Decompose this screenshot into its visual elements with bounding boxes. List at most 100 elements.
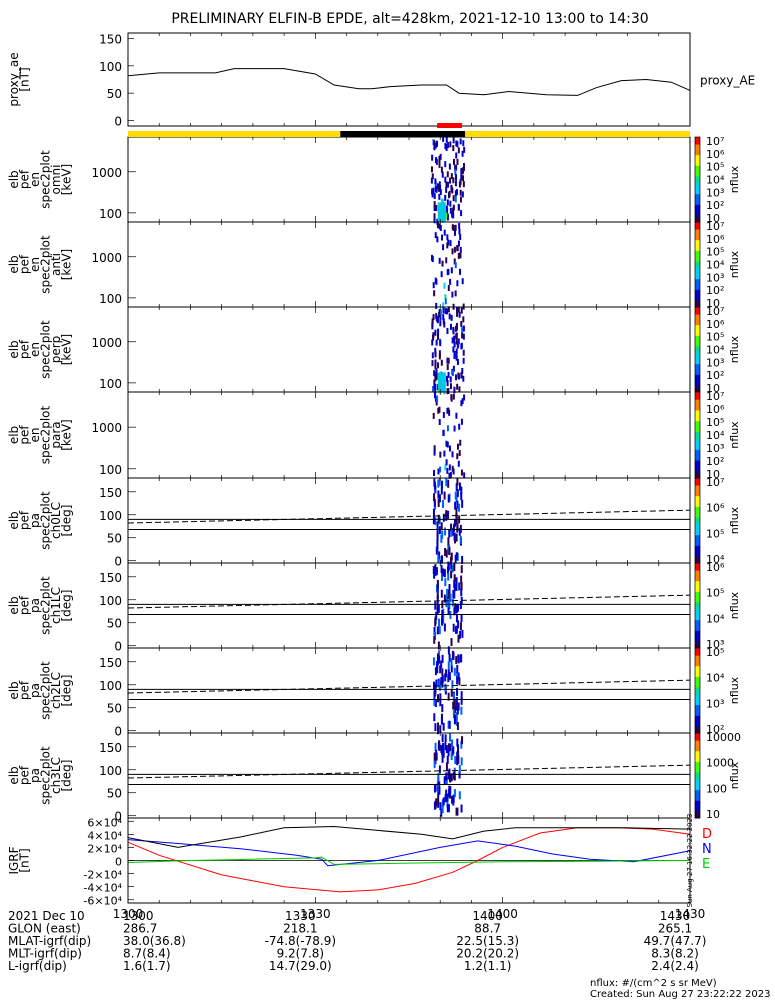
colorbar-cell: [695, 338, 700, 343]
flux-pixel: [456, 306, 459, 313]
flux-pixel: [448, 584, 451, 593]
flux-pixel: [446, 793, 449, 802]
flux-pixel: [452, 158, 455, 165]
flux-pixel: [453, 532, 456, 541]
flux-pixel: [456, 141, 459, 148]
ephemeris-value: 218.1: [283, 922, 317, 936]
flux-pixel: [455, 354, 458, 361]
proxy-ae-line: [127, 68, 691, 96]
flux-pixel: [461, 332, 464, 339]
flux-pixel: [454, 174, 457, 181]
flux-pixel: [439, 309, 442, 316]
flux-pixel: [443, 594, 446, 603]
flux-pixel: [459, 189, 462, 196]
flux-pixel: [433, 449, 436, 456]
flux-pixel: [457, 756, 460, 765]
colorbar-cell: [695, 757, 700, 762]
y-tick-label: 150: [99, 32, 122, 46]
colorbar-tick: 10⁴: [706, 344, 725, 357]
ephemeris-value: -74.8(-78.9): [265, 934, 336, 948]
colorbar-cell: [695, 395, 700, 400]
colorbar-cell: [695, 399, 700, 404]
flux-pixel: [440, 565, 443, 574]
flux-pixel: [449, 278, 452, 285]
colorbar-cell: [695, 548, 700, 553]
colorbar-cell: [695, 626, 700, 631]
flux-pixel: [435, 368, 438, 375]
flux-pixel: [443, 229, 446, 236]
colorbar-cell: [695, 307, 700, 312]
y-tick-label: 100: [99, 594, 122, 608]
flux-pixel: [438, 655, 441, 664]
colorbar-cell: [695, 328, 700, 333]
flux-pixel: [435, 546, 438, 555]
flux-pixel: [457, 252, 460, 259]
flux-pixel: [431, 321, 434, 328]
colorbar-cell: [695, 499, 700, 504]
colorbar-tick: 10⁶: [706, 148, 725, 161]
flux-pixel: [433, 481, 436, 490]
colorbar-cell: [695, 644, 700, 649]
flux-pixel: [444, 742, 447, 751]
flux-pixel: [460, 740, 463, 749]
flux-pixel: [463, 472, 466, 479]
y-tick-label: -4×10⁴: [83, 882, 122, 895]
colorbar-cell: [695, 197, 700, 202]
flux-pixel: [434, 784, 437, 793]
colorbar-cell: [695, 598, 700, 603]
flux-pixel: [460, 486, 463, 495]
colorbar-cell: [695, 683, 700, 688]
flux-pixel: [458, 222, 461, 229]
colorbar-cell: [695, 435, 700, 440]
colorbar-cell: [695, 531, 700, 536]
flux-pixel: [454, 262, 457, 269]
x-tick-label: 1400: [487, 907, 518, 921]
colorbar-cell: [695, 704, 700, 709]
flux-pixel: [460, 588, 463, 597]
flux-pixel: [462, 357, 465, 364]
flux-pixel: [441, 747, 444, 756]
ylabel-ch3LC-line: pef: [18, 765, 32, 785]
y-tick-label: 0: [114, 555, 122, 569]
flux-pixel: [437, 796, 440, 805]
flux-pixel: [438, 350, 441, 357]
flux-pixel: [441, 704, 444, 713]
colorbar-cell: [695, 640, 700, 645]
flux-pixel: [434, 517, 437, 526]
ylabel-ch3LC-line: ch3LC: [49, 757, 63, 794]
flux-pixel: [447, 544, 450, 553]
flux-pixel: [435, 278, 438, 285]
flux-pixel: [443, 321, 446, 328]
flux-pixel: [447, 661, 450, 670]
ylabel-ch1LC-line: spec2plot: [39, 576, 53, 635]
flux-pixel: [441, 260, 444, 267]
flux-pixel: [445, 789, 448, 798]
flux-pixel: [438, 257, 441, 264]
ephemeris-value: 265.1: [658, 922, 692, 936]
colorbar-tick: 100: [706, 782, 727, 795]
colorbar-cell: [695, 810, 700, 815]
flux-pixel: [441, 805, 444, 814]
flux-pixel: [460, 469, 463, 476]
flux-pixel: [452, 328, 455, 335]
flux-pixel: [456, 757, 459, 766]
flux-pixel: [460, 565, 463, 574]
colorbar-tick: 10⁵: [706, 527, 724, 540]
y-tick-label: 50: [107, 532, 122, 546]
flux-pixel: [440, 522, 443, 531]
colorbar-cell: [695, 367, 700, 372]
flux-pixel: [445, 136, 448, 143]
colorbar-tick: 10²: [706, 723, 724, 736]
colorbar-label: nflux: [728, 421, 741, 449]
colorbar-cell: [695, 676, 700, 681]
flux-pixel: [439, 451, 442, 458]
flux-pixel: [439, 466, 442, 473]
flux-pixel: [447, 599, 450, 608]
colorbar-cell: [695, 243, 700, 248]
colorbar-cell: [695, 183, 700, 188]
colorbar-cell: [695, 701, 700, 706]
colorbar-cell: [695, 502, 700, 507]
colorbar-tick: 10⁷: [706, 390, 724, 403]
flux-pixel: [446, 269, 449, 276]
flux-pixel: [457, 620, 460, 629]
